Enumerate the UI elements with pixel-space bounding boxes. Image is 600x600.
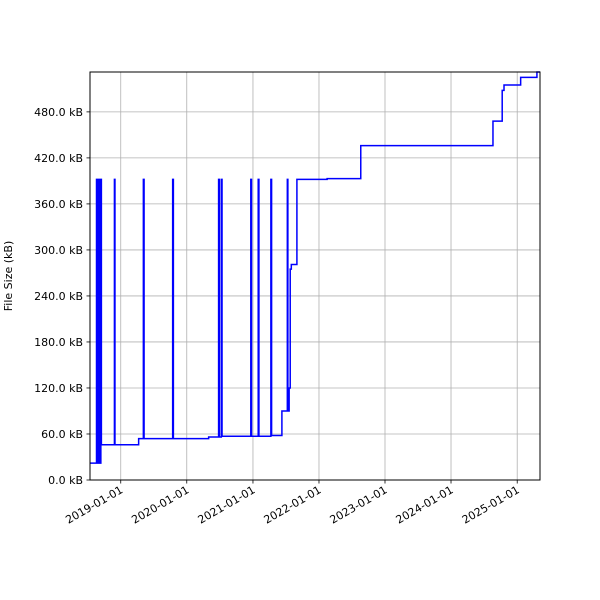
y-tick-label: 360.0 kB [34,198,83,211]
y-axis-label: File Size (kB) [2,241,15,311]
plot-area-frame [89,71,541,481]
y-tick-label: 180.0 kB [34,336,83,349]
y-tick-label: 240.0 kB [34,290,83,303]
y-tick-label: 120.0 kB [34,382,83,395]
series-layer [90,71,540,464]
y-tick-label: 300.0 kB [34,244,83,257]
series-line [90,71,540,464]
y-axis: 0.0 kB 60.0 kB 120.0 kB 180.0 kB 240.0 kB 300… [34,106,90,487]
y-tick-label: 60.0 kB [41,428,83,441]
y-tick-label: 420.0 kB [34,152,83,165]
grid-lines [90,72,540,481]
y-tick-label: 0.0 kB [48,474,83,487]
y-tick-label: 480.0 kB [34,106,83,119]
